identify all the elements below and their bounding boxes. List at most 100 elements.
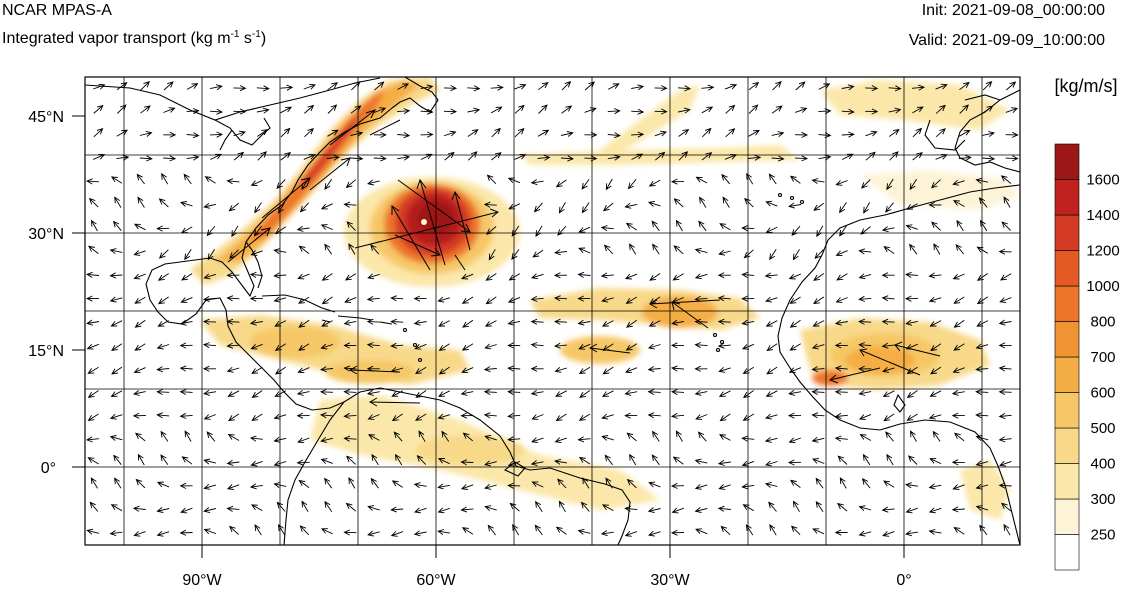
wind-vector: [507, 412, 521, 419]
wind-vector: [179, 365, 193, 372]
wind-vector: [792, 500, 800, 513]
wind-vector: [512, 523, 520, 536]
wind-vector: [89, 501, 99, 512]
wind-vector: [110, 504, 123, 512]
wind-vector: [251, 366, 263, 374]
wind-vector: [581, 178, 590, 190]
wind-vector: [274, 226, 286, 235]
wind-vector: [1005, 131, 1019, 138]
wind-vector: [742, 413, 755, 421]
wind-vector: [766, 343, 778, 352]
wind-vector: [160, 430, 169, 442]
colorbar-swatch: [1054, 498, 1080, 535]
wind-vector: [249, 483, 263, 490]
lat-label-15n: 15°N: [28, 343, 64, 360]
wind-vector: [227, 390, 240, 397]
wind-vector: [839, 202, 847, 214]
wind-vector: [532, 249, 544, 258]
wind-vector: [555, 179, 567, 188]
wind-vector: [625, 222, 637, 231]
colorbar-label: 800: [1090, 314, 1115, 331]
wind-vector: [390, 342, 404, 349]
wind-vector: [600, 225, 614, 232]
wind-vector: [273, 482, 287, 488]
colorbar-swatch: [1054, 534, 1080, 571]
wind-vector: [975, 177, 989, 184]
field-title-text: Integrated vapor transport (kg m: [2, 30, 231, 47]
wind-vector: [553, 342, 568, 349]
wind-vector: [531, 414, 544, 420]
wind-vector: [116, 129, 128, 137]
wind-vector: [626, 478, 637, 489]
wind-vector: [249, 435, 263, 442]
wind-vector: [904, 271, 919, 278]
wind-vector: [982, 155, 996, 162]
wind-vector: [226, 342, 240, 349]
wind-vector: [327, 129, 339, 137]
wind-vector: [928, 483, 942, 490]
wind-vector: [1000, 273, 1012, 281]
wind-vector: [624, 202, 638, 209]
wind-vector: [725, 128, 736, 138]
wind-vector: [812, 528, 825, 535]
field-title-mid: s: [239, 30, 252, 47]
wind-vector: [794, 131, 809, 138]
wind-vector: [975, 343, 989, 350]
wind-vector: [420, 131, 434, 138]
wind-vector: [768, 173, 777, 185]
wind-vector: [951, 506, 965, 513]
wind-vector: [156, 388, 170, 395]
wind-vector: [741, 225, 755, 232]
wind-vector: [558, 500, 566, 513]
wind-vector: [280, 151, 292, 161]
wind-vector: [905, 319, 918, 326]
wind-vector: [629, 243, 637, 255]
wind-vector: [604, 454, 613, 466]
wind-vector: [694, 458, 708, 465]
wind-vector: [416, 455, 427, 465]
wind-vector: [133, 223, 146, 231]
wind-vector: [694, 273, 708, 280]
wind-vectors: [85, 80, 1019, 537]
wind-vector: [648, 179, 661, 187]
wind-vector: [297, 437, 310, 444]
wind-vector: [701, 152, 713, 161]
wind-vector: [273, 296, 287, 303]
wind-vector: [841, 131, 855, 138]
wind-vector: [883, 480, 895, 488]
wind-vector: [206, 431, 216, 442]
wind-vector: [321, 296, 333, 305]
wind-vector: [531, 437, 544, 444]
wind-vector: [233, 85, 247, 92]
wind-vector: [530, 295, 544, 302]
wind-vector: [280, 84, 294, 91]
wind-vector: [373, 131, 387, 138]
wind-vector: [601, 504, 614, 511]
wind-vector: [202, 296, 217, 303]
wind-vector: [813, 273, 825, 281]
wind-vector: [745, 524, 754, 536]
wind-vector: [906, 203, 918, 210]
wind-vector: [553, 272, 568, 279]
wind-vector: [135, 478, 146, 489]
wind-vector: [413, 482, 427, 489]
wind-vector: [112, 220, 122, 231]
wind-vector: [157, 273, 169, 281]
wind-vector: [203, 273, 217, 280]
colorbar-units: [kg/m/s]: [1054, 76, 1117, 96]
wind-vector: [393, 431, 403, 442]
wind-vector: [344, 273, 357, 281]
wind-vector: [280, 127, 291, 138]
wind-vector: [231, 225, 239, 238]
wind-vector: [137, 453, 145, 466]
wind-vector: [514, 153, 527, 160]
wind-vector: [320, 203, 333, 210]
wind-vector: [460, 389, 474, 396]
wind-vector: [85, 178, 100, 185]
wind-vector: [348, 243, 356, 255]
wind-vector: [133, 367, 146, 374]
wind-vector: [157, 296, 169, 305]
wind-vector: [624, 530, 638, 537]
wind-vector: [998, 319, 1012, 326]
wind-vector: [490, 106, 503, 114]
